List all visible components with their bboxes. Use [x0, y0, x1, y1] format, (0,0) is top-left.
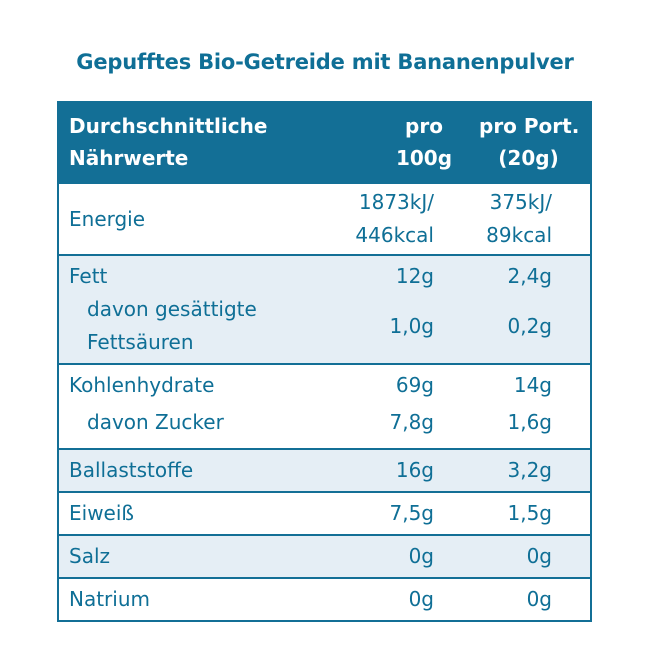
energy-label: Energie — [69, 206, 146, 231]
fiber-label: Ballaststoffe — [69, 458, 194, 482]
table-row-fat: Fett 12g 2,4g davon gesättigte Fettsäure… — [59, 254, 590, 363]
sugar-line: davon Zucker 7,8g 1,6g — [59, 402, 590, 439]
energy-per-100g: 1873kJ/ 446kcal — [324, 186, 434, 252]
table-row-sodium: Natrium 0g 0g — [59, 577, 590, 620]
protein-per-portion: 1,5g — [507, 501, 552, 525]
carbs-per-100g: 69g — [395, 373, 434, 397]
header-per-portion-line2: (20g) — [498, 146, 559, 170]
nutrition-table: Durchschnittliche Nährwerte pro 100g pro… — [57, 101, 592, 622]
saturated-fat-per-portion: 0,2g — [507, 313, 552, 338]
saturated-fat-label-line2: Fettsäuren — [87, 330, 194, 354]
carbs-label: Kohlenhydrate — [69, 373, 215, 397]
table-row-salt: Salz 0g 0g — [59, 534, 590, 577]
energy-per-portion: 375kJ/ 89kcal — [434, 186, 590, 252]
salt-per-portion: 0g — [526, 544, 552, 568]
salt-label: Salz — [69, 544, 111, 568]
table-row-carbohydrates: Kohlenhydrate 69g 14g davon Zucker 7,8g … — [59, 363, 590, 448]
protein-label: Eiweiß — [69, 501, 135, 525]
energy-per-100g-kcal: 446kcal — [355, 223, 434, 247]
header-nutrients: Durchschnittliche Nährwerte — [59, 110, 324, 182]
header-per-portion-line1: pro Port. — [479, 114, 580, 138]
fat-per-100g: 12g — [395, 264, 434, 288]
saturated-fat-label-line1: davon gesättigte — [87, 297, 257, 321]
header-per-100g: pro 100g — [324, 110, 479, 182]
saturated-fat-per-100g: 1,0g — [389, 313, 434, 338]
sugar-label: davon Zucker — [87, 410, 224, 434]
saturated-fat-line: davon gesättigte Fettsäuren 1,0g 0,2g — [59, 293, 590, 359]
carbs-per-portion: 14g — [513, 373, 552, 397]
sodium-label: Natrium — [69, 587, 150, 611]
sugar-per-portion: 1,6g — [507, 410, 552, 434]
fiber-per-100g: 16g — [395, 458, 434, 482]
sugar-per-100g: 7,8g — [389, 410, 434, 434]
energy-per-portion-kj: 375kJ/ — [489, 190, 552, 214]
sodium-per-100g: 0g — [408, 587, 434, 611]
table-header: Durchschnittliche Nährwerte pro 100g pro… — [59, 103, 590, 182]
table-row-energy: Energie 1873kJ/ 446kcal 375kJ/ 89kcal — [59, 182, 590, 254]
header-per-100g-line2: 100g — [395, 146, 453, 170]
fat-per-portion: 2,4g — [507, 264, 552, 288]
fat-label: Fett — [69, 264, 108, 288]
saturated-fat-label: davon gesättigte Fettsäuren — [59, 293, 324, 359]
header-per-portion: pro Port. (20g) — [479, 110, 590, 182]
salt-per-100g: 0g — [408, 544, 434, 568]
header-per-100g-line1: pro — [405, 114, 443, 138]
energy-per-100g-kj: 1873kJ/ — [358, 190, 434, 214]
energy-per-portion-kcal: 89kcal — [486, 223, 552, 247]
header-nutrients-line2: Nährwerte — [69, 146, 189, 170]
header-nutrients-line1: Durchschnittliche — [69, 114, 268, 138]
carbs-main-line: Kohlenhydrate 69g 14g — [59, 365, 590, 402]
sodium-per-portion: 0g — [526, 587, 552, 611]
table-row-fiber: Ballaststoffe 16g 3,2g — [59, 448, 590, 491]
product-title: Gepufftes Bio-Getreide mit Bananenpulver — [76, 50, 574, 74]
protein-per-100g: 7,5g — [389, 501, 434, 525]
table-row-protein: Eiweiß 7,5g 1,5g — [59, 491, 590, 534]
fat-main-line: Fett 12g 2,4g — [59, 256, 590, 293]
fiber-per-portion: 3,2g — [507, 458, 552, 482]
